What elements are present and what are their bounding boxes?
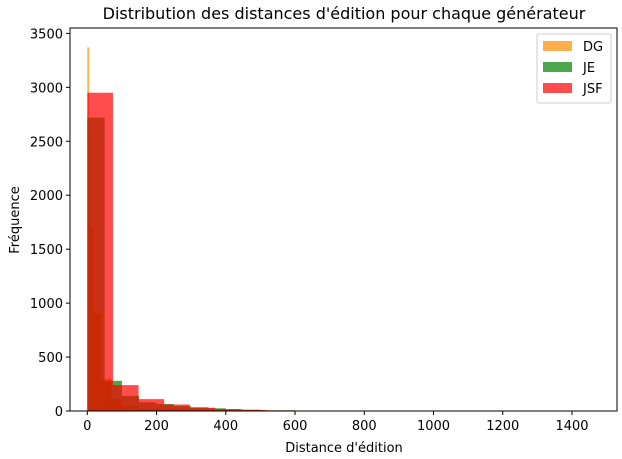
x-tick-label: 600 (283, 419, 308, 434)
y-axis: 0 500 1000 1500 2000 2500 3000 3500 (30, 27, 70, 420)
y-tick-label: 2000 (30, 189, 63, 204)
legend-swatch-jsf (543, 83, 572, 93)
y-axis-label: Fréquence (8, 186, 23, 253)
x-axis-label: Distance d'édition (285, 441, 403, 456)
plot-frame (69, 27, 618, 412)
chart-title: Distribution des distances d'édition pou… (103, 4, 586, 23)
legend-label-jsf: JSF (582, 82, 603, 97)
x-tick-label: 800 (352, 419, 377, 434)
x-tick-label: 1200 (486, 419, 519, 434)
x-axis: 0 200 400 600 800 1000 1200 1400 (83, 411, 589, 434)
bar-jsf-1 (112, 385, 139, 411)
x-tick-label: 1400 (555, 419, 588, 434)
y-tick-label: 3500 (30, 27, 63, 42)
y-tick-label: 0 (55, 405, 63, 420)
legend: DG JE JSF (536, 33, 612, 104)
y-tick-label: 1000 (30, 297, 63, 312)
legend-label-je: JE (582, 61, 595, 76)
x-tick-label: 200 (144, 419, 169, 434)
bar-jsf-2 (138, 399, 165, 411)
x-tick-label: 1000 (417, 419, 450, 434)
legend-label-dg: DG (583, 40, 603, 55)
legend-items: DG JE JSF (543, 40, 603, 97)
bar-jsf-4 (189, 407, 216, 411)
legend-swatch-je (543, 62, 572, 72)
bar-jsf-3 (164, 404, 190, 411)
x-tick-label: 400 (213, 419, 238, 434)
bar-jsf-0 (87, 92, 113, 411)
y-tick-label: 2500 (30, 135, 63, 150)
bar-jsf-6 (241, 409, 267, 411)
x-tick-label: 0 (83, 419, 91, 434)
y-tick-label: 500 (38, 351, 63, 366)
legend-swatch-dg (543, 41, 572, 51)
bar-jsf-5 (215, 409, 242, 411)
y-tick-label: 3000 (30, 81, 63, 96)
y-tick-label: 1500 (30, 243, 63, 258)
